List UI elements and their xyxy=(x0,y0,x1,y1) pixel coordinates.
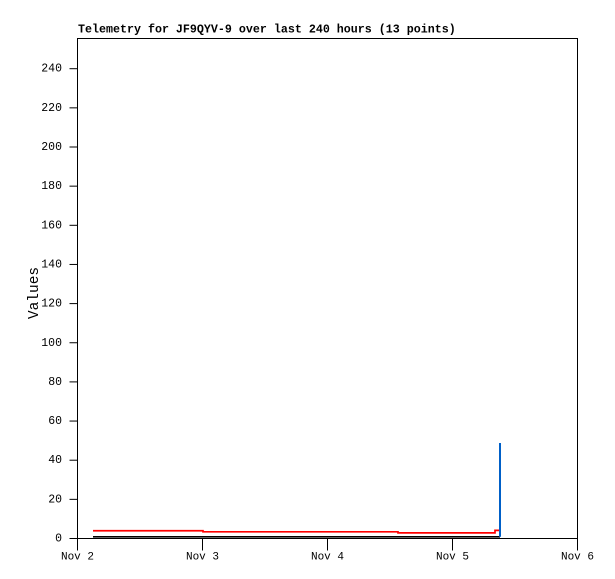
svg-text:200: 200 xyxy=(41,141,62,154)
svg-text:60: 60 xyxy=(48,415,62,428)
svg-text:100: 100 xyxy=(41,337,62,350)
svg-text:Nov 3: Nov 3 xyxy=(186,552,219,564)
svg-text:80: 80 xyxy=(48,376,62,389)
svg-text:Nov 2: Nov 2 xyxy=(61,552,94,564)
svg-text:Nov 4: Nov 4 xyxy=(311,552,344,564)
svg-text:180: 180 xyxy=(41,180,62,193)
svg-text:40: 40 xyxy=(48,454,62,467)
svg-text:Values: Values xyxy=(27,267,43,319)
svg-text:Nov 6: Nov 6 xyxy=(561,552,594,564)
svg-text:120: 120 xyxy=(41,298,62,311)
svg-text:Telemetry for JF9QYV-9 over la: Telemetry for JF9QYV-9 over last 240 hou… xyxy=(78,23,456,37)
svg-text:Nov 5: Nov 5 xyxy=(436,552,469,564)
svg-text:0: 0 xyxy=(55,533,62,546)
svg-text:240: 240 xyxy=(41,63,62,76)
svg-text:140: 140 xyxy=(41,258,62,271)
svg-text:160: 160 xyxy=(41,219,62,232)
svg-text:20: 20 xyxy=(48,493,62,506)
svg-text:220: 220 xyxy=(41,102,62,115)
